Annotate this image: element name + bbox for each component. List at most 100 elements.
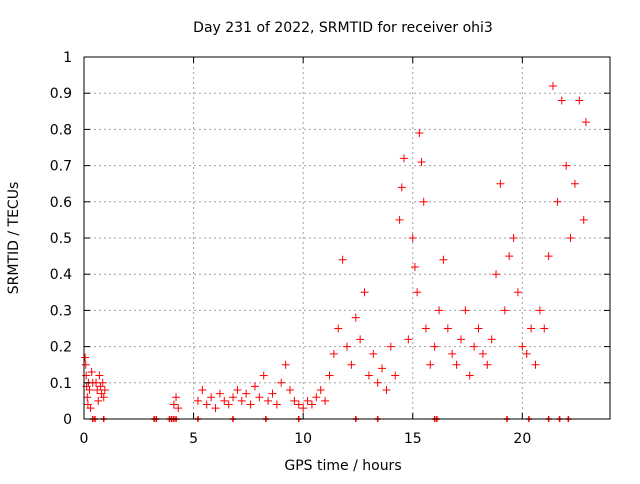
data-point [220, 396, 229, 405]
data-point [452, 360, 461, 369]
data-point [94, 396, 103, 405]
data-point [435, 306, 444, 315]
data-point [174, 404, 183, 413]
data-point [439, 255, 448, 264]
data-point [531, 360, 540, 369]
data-point [193, 396, 202, 405]
data-point [522, 349, 531, 358]
axis-layer: 00.10.20.30.40.50.60.70.80.910 5 10 15 20 [50, 50, 611, 447]
data-point [527, 324, 536, 333]
data-point [513, 288, 522, 297]
data-point [505, 252, 514, 261]
data-layer [81, 81, 590, 422]
data-point [246, 400, 255, 409]
data-point [430, 342, 439, 351]
data-point [303, 396, 312, 405]
data-point [562, 161, 571, 170]
y-tick-label: 0.8 [50, 122, 72, 138]
data-point [509, 234, 518, 242]
data-point [299, 404, 308, 413]
chart-title: Day 231 of 2022, SRMTID for receiver ohi… [193, 20, 493, 36]
y-axis-label: SRMTID / TECUs [6, 182, 22, 295]
data-point [474, 324, 483, 333]
data-point [579, 215, 588, 224]
data-point [211, 404, 220, 413]
data-point [329, 349, 338, 358]
data-point [307, 400, 316, 409]
data-point [233, 386, 242, 395]
data-point [351, 313, 360, 322]
data-point [408, 234, 417, 242]
data-point [237, 396, 246, 405]
data-point [369, 349, 378, 358]
y-tick-label: 0.2 [50, 340, 72, 356]
data-point [382, 386, 391, 395]
data-point [264, 396, 273, 405]
data-point [229, 393, 238, 402]
y-tick-label: 0.1 [50, 376, 72, 392]
data-point [98, 378, 107, 387]
data-point [95, 371, 104, 380]
y-tick-label: 0.6 [50, 195, 72, 211]
y-tick-label: 0.9 [50, 86, 72, 102]
data-point [325, 371, 334, 380]
y-tick-label: 0.3 [50, 303, 72, 319]
data-point [535, 306, 544, 315]
data-point [360, 288, 369, 297]
data-point [518, 342, 527, 351]
data-point [272, 400, 281, 409]
data-point [496, 179, 505, 188]
x-axis-label: GPS time / hours [284, 458, 401, 474]
data-point [250, 382, 259, 391]
data-point [316, 386, 325, 395]
data-point [259, 371, 268, 380]
y-tick-label: 0.4 [50, 267, 72, 283]
data-point [86, 404, 95, 413]
data-point [544, 252, 553, 261]
data-point [294, 400, 303, 409]
data-point [169, 400, 178, 409]
data-point [417, 157, 426, 166]
data-point [492, 270, 501, 279]
data-point [277, 378, 286, 387]
data-point [321, 396, 330, 405]
data-point [87, 367, 96, 376]
data-point [404, 335, 413, 344]
data-point [343, 342, 351, 351]
data-point [290, 396, 299, 405]
x-tick-label: 10 [294, 431, 312, 447]
data-point [198, 386, 207, 395]
data-point [465, 371, 474, 380]
data-point [347, 360, 356, 369]
data-point [281, 360, 290, 369]
data-point [100, 386, 109, 395]
y-tick-label: 0 [63, 412, 72, 428]
data-point [500, 306, 509, 315]
data-point [581, 118, 590, 127]
data-point [378, 364, 387, 373]
data-point [456, 335, 465, 344]
data-point [483, 360, 492, 369]
data-point [242, 389, 251, 398]
data-point [224, 400, 233, 409]
data-point [338, 255, 347, 264]
y-tick-label: 1 [63, 50, 72, 66]
data-point [570, 179, 579, 188]
data-point [553, 197, 562, 206]
x-tick-label: 5 [189, 431, 198, 447]
data-point [461, 306, 470, 315]
data-point [268, 389, 277, 398]
data-point [395, 215, 404, 224]
data-point [399, 154, 408, 163]
data-point [93, 386, 102, 395]
data-point [419, 197, 428, 206]
data-point [83, 393, 92, 402]
data-point [207, 393, 216, 402]
data-point [487, 335, 496, 344]
data-point [397, 183, 406, 192]
data-point [334, 324, 343, 333]
data-point [470, 342, 479, 351]
data-point [448, 349, 457, 358]
y-tick-label: 0.5 [50, 231, 72, 247]
